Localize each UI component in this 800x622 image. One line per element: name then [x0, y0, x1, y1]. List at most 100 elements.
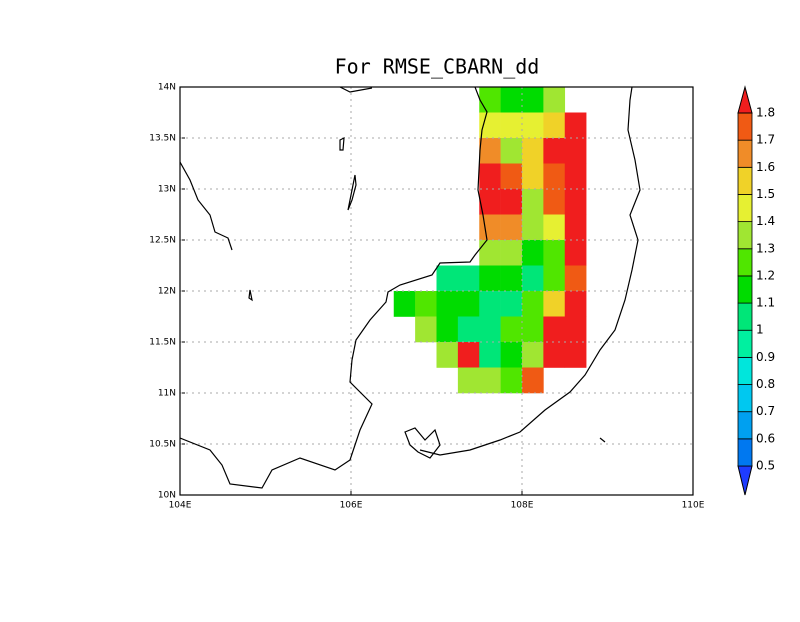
- grid-cell: [500, 112, 523, 139]
- y-tick-label: 12.5N: [149, 236, 176, 246]
- grid-cell: [564, 342, 587, 368]
- grid-cell: [522, 189, 544, 215]
- grid-cell: [564, 163, 587, 190]
- grid-cell: [500, 138, 523, 164]
- grid-cell: [522, 240, 544, 266]
- colorbar-segment: [737, 194, 753, 223]
- grid-cell: [479, 240, 501, 266]
- grid-cell: [543, 138, 566, 164]
- x-tick-label: 110E: [682, 501, 705, 511]
- grid-cell: [479, 87, 501, 113]
- grid-cell: [522, 265, 544, 292]
- colorbar-segment: [737, 411, 753, 440]
- colorbar-segment: [737, 112, 753, 141]
- coastline: [347, 174, 357, 211]
- grid-cell: [436, 342, 459, 368]
- colorbar-label: 1.7: [756, 133, 775, 147]
- grid-cell: [564, 189, 587, 215]
- grid-cell: [500, 265, 523, 292]
- grid-cell: [543, 265, 566, 292]
- colorbar-segment: [737, 356, 753, 385]
- colorbar-label: 1.3: [756, 241, 775, 255]
- grid-cell: [564, 291, 587, 317]
- colorbar-label: 0.8: [756, 377, 775, 391]
- colorbar: 0.5 0.6 0.7 0.8 0.9 1 1.1 1.2 1.3 1.4 1.5 1.6 1.7 1.8: [737, 85, 775, 496]
- coastline: [339, 87, 373, 93]
- coastline: [248, 289, 253, 302]
- grid-cell: [479, 342, 501, 368]
- grid-cell: [500, 189, 523, 215]
- grid-cell: [564, 316, 587, 343]
- grid-cell: [415, 316, 437, 343]
- grid-cell: [436, 291, 459, 317]
- grid-cell: [500, 163, 523, 190]
- x-tick-label: 106E: [340, 501, 363, 511]
- grid-cell: [522, 163, 544, 190]
- grid-cell: [522, 291, 544, 317]
- colorbar-segment: [737, 275, 753, 304]
- grid-cell: [479, 189, 501, 215]
- colorbar-label: 1.1: [756, 296, 775, 310]
- grid-cell: [479, 112, 501, 139]
- coastline: [419, 87, 641, 456]
- grid-cell: [543, 316, 566, 343]
- grid-cell: [457, 265, 480, 292]
- coastline: [404, 427, 441, 459]
- grid-cell: [543, 214, 566, 241]
- colorbar-segment: [737, 139, 753, 168]
- grid-cell: [457, 367, 480, 394]
- coastlines: [180, 87, 641, 489]
- plot-frame: [179, 86, 694, 496]
- coastline: [339, 136, 345, 151]
- grid-cell: [500, 87, 523, 113]
- y-tick-label: 13N: [158, 185, 176, 195]
- grid-cell: [564, 240, 587, 266]
- grid-cell: [522, 214, 544, 241]
- grid-cell: [522, 316, 544, 343]
- colorbar-label: 0.5: [756, 459, 775, 473]
- grid-cell: [436, 316, 459, 343]
- grid-cell: [564, 265, 587, 292]
- coastline: [599, 437, 606, 443]
- colorbar-label: 1.2: [756, 268, 775, 282]
- y-tick-label: 11.5N: [149, 338, 176, 348]
- y-tick-label: 11N: [158, 389, 176, 399]
- grid-cell: [564, 214, 587, 241]
- grid-cell: [543, 291, 566, 317]
- colorbar-segment: [737, 384, 753, 413]
- colorbar-label: 1.4: [756, 214, 775, 228]
- chart-title: For RMSE_CBARN_dd: [335, 55, 540, 79]
- grid-cell: [457, 316, 480, 343]
- grid-cell: [564, 138, 587, 164]
- colorbar-label: 0.7: [756, 404, 775, 418]
- coastline: [180, 87, 488, 489]
- colorbar-segment: [737, 166, 753, 195]
- grid-cell: [393, 291, 416, 317]
- grid-cell: [479, 291, 501, 317]
- y-tick-label: 14N: [158, 83, 176, 93]
- grid-cell: [500, 291, 523, 317]
- y-tick-label: 13.5N: [149, 134, 176, 144]
- grid-cell: [500, 316, 523, 343]
- grid-cell: [500, 342, 523, 368]
- grid-cell: [436, 265, 459, 292]
- grid-cell: [522, 112, 544, 139]
- grid-cell: [522, 367, 544, 394]
- grid-cell: [522, 138, 544, 164]
- x-tick-label: 108E: [511, 501, 534, 511]
- grid-cell: [479, 163, 501, 190]
- colorbar-label: 0.9: [756, 350, 775, 364]
- grid-cell: [479, 214, 501, 241]
- grid-cell: [543, 189, 566, 215]
- coastline: [180, 161, 233, 251]
- grid-cell: [500, 214, 523, 241]
- grid-cell: [500, 367, 523, 394]
- grid-cell: [500, 240, 523, 266]
- y-tick-label: 12N: [158, 287, 176, 297]
- colorbar-segment: [737, 438, 753, 467]
- grid-cell: [479, 138, 501, 164]
- colorbar-label: 1.6: [756, 160, 775, 174]
- colorbar-label: 0.6: [756, 431, 775, 445]
- colorbar-label: 1.8: [756, 106, 775, 120]
